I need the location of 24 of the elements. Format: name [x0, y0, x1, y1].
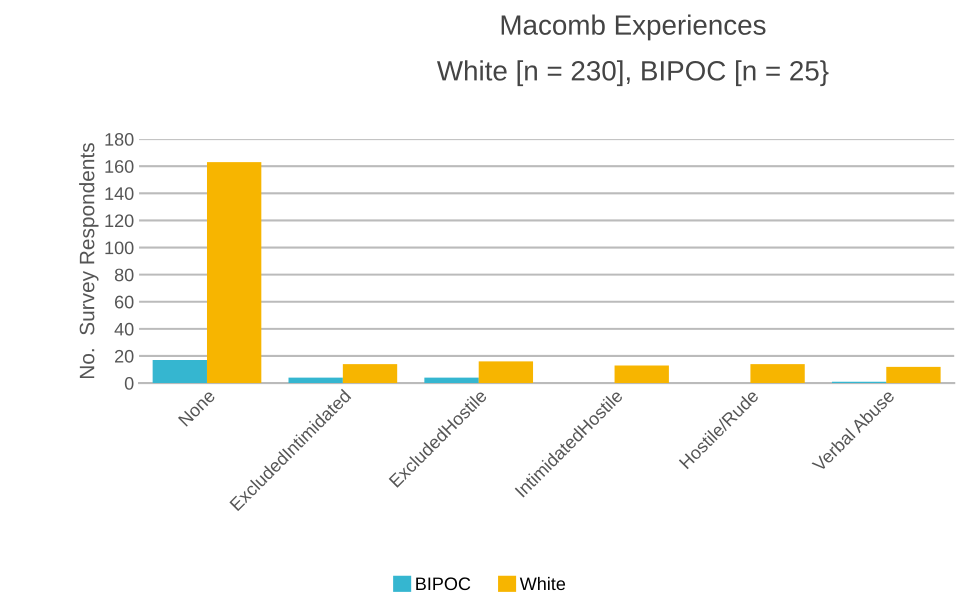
bar — [478, 361, 534, 384]
bar — [424, 378, 479, 384]
chart-subtitle: White [n = 230], BIPOC [n = 25} — [436, 60, 829, 86]
bar — [750, 364, 805, 384]
bar — [886, 366, 941, 384]
chart-title: Macomb Experiences — [502, 14, 766, 40]
y-tick-label: 40 — [114, 322, 134, 336]
y-axis-title: No. Survey Respondents — [79, 143, 99, 378]
y-tick-label: 100 — [105, 241, 134, 254]
y-tick-label: 140 — [105, 187, 134, 200]
bar — [614, 365, 669, 384]
y-tick-label: 20 — [115, 350, 134, 363]
bar — [342, 364, 398, 384]
y-tick-label: 60 — [115, 296, 134, 308]
legend-label: BIPOC — [416, 577, 470, 590]
bar — [206, 162, 262, 384]
bar — [152, 360, 207, 384]
y-tick-label: 180 — [105, 133, 134, 146]
bar — [288, 378, 343, 384]
legend-label: White — [520, 576, 566, 590]
y-tick-label: 0 — [124, 377, 134, 390]
y-tick-label: 80 — [114, 268, 134, 282]
y-tick-label: 120 — [105, 214, 134, 228]
y-tick-label: 160 — [105, 160, 134, 173]
